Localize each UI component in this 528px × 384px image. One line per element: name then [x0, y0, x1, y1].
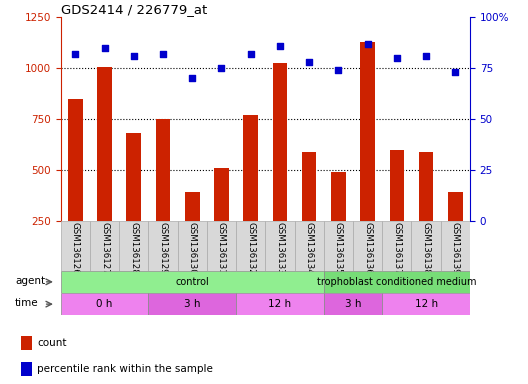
Bar	[448, 192, 463, 221]
FancyBboxPatch shape	[265, 221, 295, 271]
FancyBboxPatch shape	[236, 221, 265, 271]
FancyBboxPatch shape	[61, 221, 90, 271]
FancyBboxPatch shape	[207, 221, 236, 271]
Point	[129, 53, 138, 59]
Text: 3 h: 3 h	[184, 299, 201, 309]
FancyBboxPatch shape	[90, 221, 119, 271]
Text: GSM136138: GSM136138	[421, 222, 430, 275]
FancyBboxPatch shape	[324, 221, 353, 271]
Bar	[185, 192, 200, 221]
Bar	[21, 336, 32, 350]
Text: time: time	[15, 298, 39, 308]
Text: GSM136131: GSM136131	[217, 222, 226, 275]
Text: 0 h: 0 h	[97, 299, 113, 309]
Point	[247, 51, 255, 57]
Point	[217, 65, 225, 71]
Point	[334, 67, 343, 73]
Text: 12 h: 12 h	[414, 299, 438, 309]
Bar	[243, 115, 258, 221]
Point	[100, 45, 109, 51]
Text: GSM136129: GSM136129	[158, 222, 167, 275]
Bar	[331, 172, 346, 221]
FancyBboxPatch shape	[119, 221, 148, 271]
FancyBboxPatch shape	[382, 221, 411, 271]
Bar	[302, 152, 316, 221]
FancyBboxPatch shape	[324, 293, 382, 315]
Bar	[21, 362, 32, 376]
FancyBboxPatch shape	[441, 221, 470, 271]
Text: GSM136130: GSM136130	[188, 222, 197, 275]
FancyBboxPatch shape	[61, 271, 324, 293]
Text: GSM136132: GSM136132	[246, 222, 255, 275]
FancyBboxPatch shape	[353, 221, 382, 271]
Text: GSM136133: GSM136133	[276, 222, 285, 275]
Bar	[390, 150, 404, 221]
Bar	[127, 133, 141, 221]
Text: GSM136126: GSM136126	[71, 222, 80, 275]
Point	[71, 51, 80, 57]
FancyBboxPatch shape	[324, 271, 470, 293]
Text: 12 h: 12 h	[268, 299, 291, 309]
Bar	[156, 119, 171, 221]
FancyBboxPatch shape	[382, 293, 470, 315]
Text: GSM136139: GSM136139	[451, 222, 460, 275]
Text: 3 h: 3 h	[345, 299, 361, 309]
Point	[422, 53, 430, 59]
FancyBboxPatch shape	[148, 293, 236, 315]
Bar	[68, 99, 83, 221]
Text: percentile rank within the sample: percentile rank within the sample	[37, 364, 213, 374]
Bar	[97, 67, 112, 221]
FancyBboxPatch shape	[148, 221, 177, 271]
FancyBboxPatch shape	[295, 221, 324, 271]
Text: GSM136127: GSM136127	[100, 222, 109, 275]
Text: control: control	[175, 277, 209, 287]
Text: GDS2414 / 226779_at: GDS2414 / 226779_at	[61, 3, 207, 16]
Bar	[419, 152, 433, 221]
Text: GSM136135: GSM136135	[334, 222, 343, 275]
Bar	[272, 63, 287, 221]
FancyBboxPatch shape	[411, 221, 441, 271]
FancyBboxPatch shape	[61, 293, 148, 315]
Point	[363, 41, 372, 47]
Text: GSM136134: GSM136134	[305, 222, 314, 275]
FancyBboxPatch shape	[177, 221, 207, 271]
Bar	[214, 168, 229, 221]
Text: GSM136128: GSM136128	[129, 222, 138, 275]
Text: GSM136137: GSM136137	[392, 222, 401, 275]
Point	[451, 69, 459, 75]
Point	[276, 43, 284, 49]
Point	[393, 55, 401, 61]
Point	[159, 51, 167, 57]
FancyBboxPatch shape	[236, 293, 324, 315]
Bar	[360, 42, 375, 221]
Text: trophoblast conditioned medium: trophoblast conditioned medium	[317, 277, 477, 287]
Point	[305, 59, 314, 65]
Text: GSM136136: GSM136136	[363, 222, 372, 275]
Text: agent: agent	[15, 276, 45, 286]
Point	[188, 75, 196, 81]
Text: count: count	[37, 338, 67, 348]
